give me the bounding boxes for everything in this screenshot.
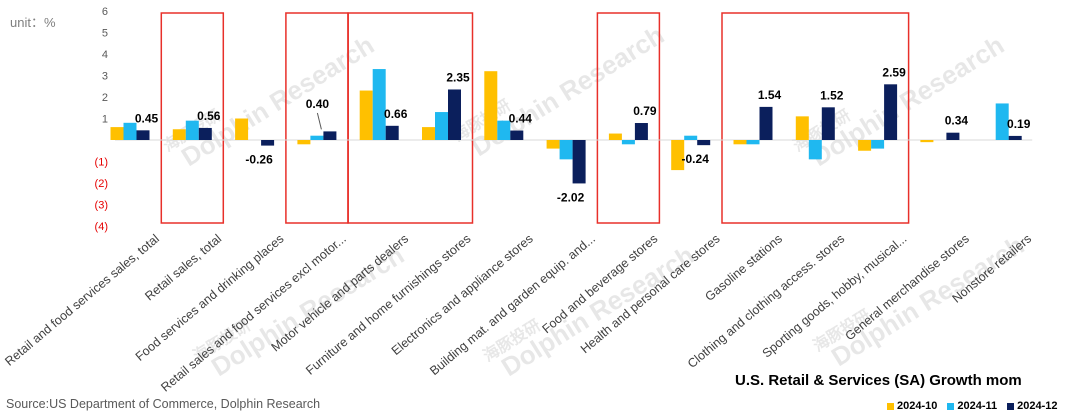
bar-2024-12 [198,127,212,140]
bar-2024-12 [385,125,399,140]
bar-2024-10 [671,140,685,171]
highlight-box [347,12,474,224]
y-axis: 6 5 4 3 2 1 (1) (2) (3) (4) [95,6,108,233]
leader-line [316,112,322,130]
bar-2024-11 [185,120,199,140]
legend-label: 2024-10 [897,400,938,412]
y-tick-label: 5 [102,28,108,40]
highlight-box [160,12,225,224]
y-tick-label: 6 [102,6,108,18]
highlight-boxes [160,12,910,224]
bar-2024-10 [858,140,872,151]
bar-2024-11 [684,135,698,140]
bar-2024-10 [608,133,622,140]
data-label: 0.45 [135,111,159,125]
highlight-box [596,12,661,224]
bar-2024-10 [546,140,560,149]
data-label: 0.56 [197,109,221,123]
data-labels: 0.45 0.56 -0.26 0.40 0.66 2.35 0.44 -2.02 0.79 -0… [135,65,1031,204]
data-label: -0.26 [245,153,273,167]
unit-label: unit：% [10,15,56,30]
y-tick-label: 3 [102,71,108,83]
bar-2024-10 [920,140,934,143]
legend-label: 2024-12 [1017,400,1058,412]
bar-2024-10 [422,127,435,140]
bar-2024-12 [821,107,835,140]
bar-2024-12 [884,84,898,140]
bar-2024-10 [235,118,249,140]
bar-2024-12 [759,106,773,140]
legend-label: 2024-11 [957,400,998,412]
bar-2024-11 [746,140,760,145]
watermark-en: Dolphin Research [496,240,699,383]
y-tick-label: (1) [95,157,108,169]
bar-2024-11 [621,140,635,145]
bar-2024-10 [484,71,498,140]
data-label: 0.79 [633,104,657,118]
data-label: 0.44 [509,112,533,126]
bar-2024-11 [310,135,324,140]
y-tick-label: (2) [95,178,108,190]
data-label: 0.34 [945,114,969,128]
bar-2024-12 [1008,135,1022,140]
y-tick-label: 2 [102,92,108,104]
bar-2024-11 [995,103,1009,140]
data-label: -0.24 [682,152,710,166]
bar-2024-11 [871,140,885,149]
y-tick-label: 1 [102,114,108,126]
data-label: 0.66 [384,107,408,121]
bar-2024-11 [372,69,386,140]
bar-2024-12 [510,130,524,140]
legend-swatch [1007,402,1015,410]
legend-swatch [947,402,955,410]
bar-2024-12 [136,130,150,140]
bar-2024-12 [697,140,711,146]
data-label: 1.54 [758,88,782,102]
y-tick-label: (4) [95,221,108,233]
bar-2024-10 [733,140,747,145]
legend-item-2024-10: 2024-10 [887,400,937,412]
data-label: 0.19 [1007,117,1031,131]
bar-2024-11 [497,120,511,140]
legend-swatch [887,402,894,410]
bar-2024-11 [808,140,822,160]
data-label: -2.02 [557,190,585,204]
legend-item-2024-11: 2024-11 [947,400,997,412]
bar-2024-10 [297,140,311,145]
bar-2024-10 [795,116,809,140]
highlight-box [721,12,910,224]
data-label: 1.52 [820,88,844,102]
bar-2024-11 [559,140,573,160]
bar-2024-12 [572,140,586,184]
y-tick-label: (3) [95,200,108,212]
data-label: 2.59 [882,65,906,79]
bar-2024-12 [323,131,337,140]
chart-title: U.S. Retail & Services (SA) Growth mom [735,372,1022,389]
bar-2024-11 [123,122,137,140]
bar-2024-11 [435,112,448,140]
legend-item-2024-12: 2024-12 [1007,400,1058,412]
data-label: 0.40 [306,97,330,111]
bar-2024-10 [359,90,373,140]
watermark-en: Dolphin Research [826,230,1029,373]
y-tick-label: 4 [102,49,108,61]
bar-2024-12 [634,123,648,140]
bar-2024-10 [110,127,124,140]
bar-2024-10 [172,129,186,140]
bars [110,69,1022,184]
data-label: 2.35 [446,70,470,84]
legend: 2024-10 2024-11 2024-12 [887,400,1058,412]
bar-2024-12 [946,132,960,140]
source-note: Source:US Department of Commerce, Dolphi… [6,397,321,411]
bar-2024-12 [448,89,461,140]
bar-2024-12 [261,140,275,146]
